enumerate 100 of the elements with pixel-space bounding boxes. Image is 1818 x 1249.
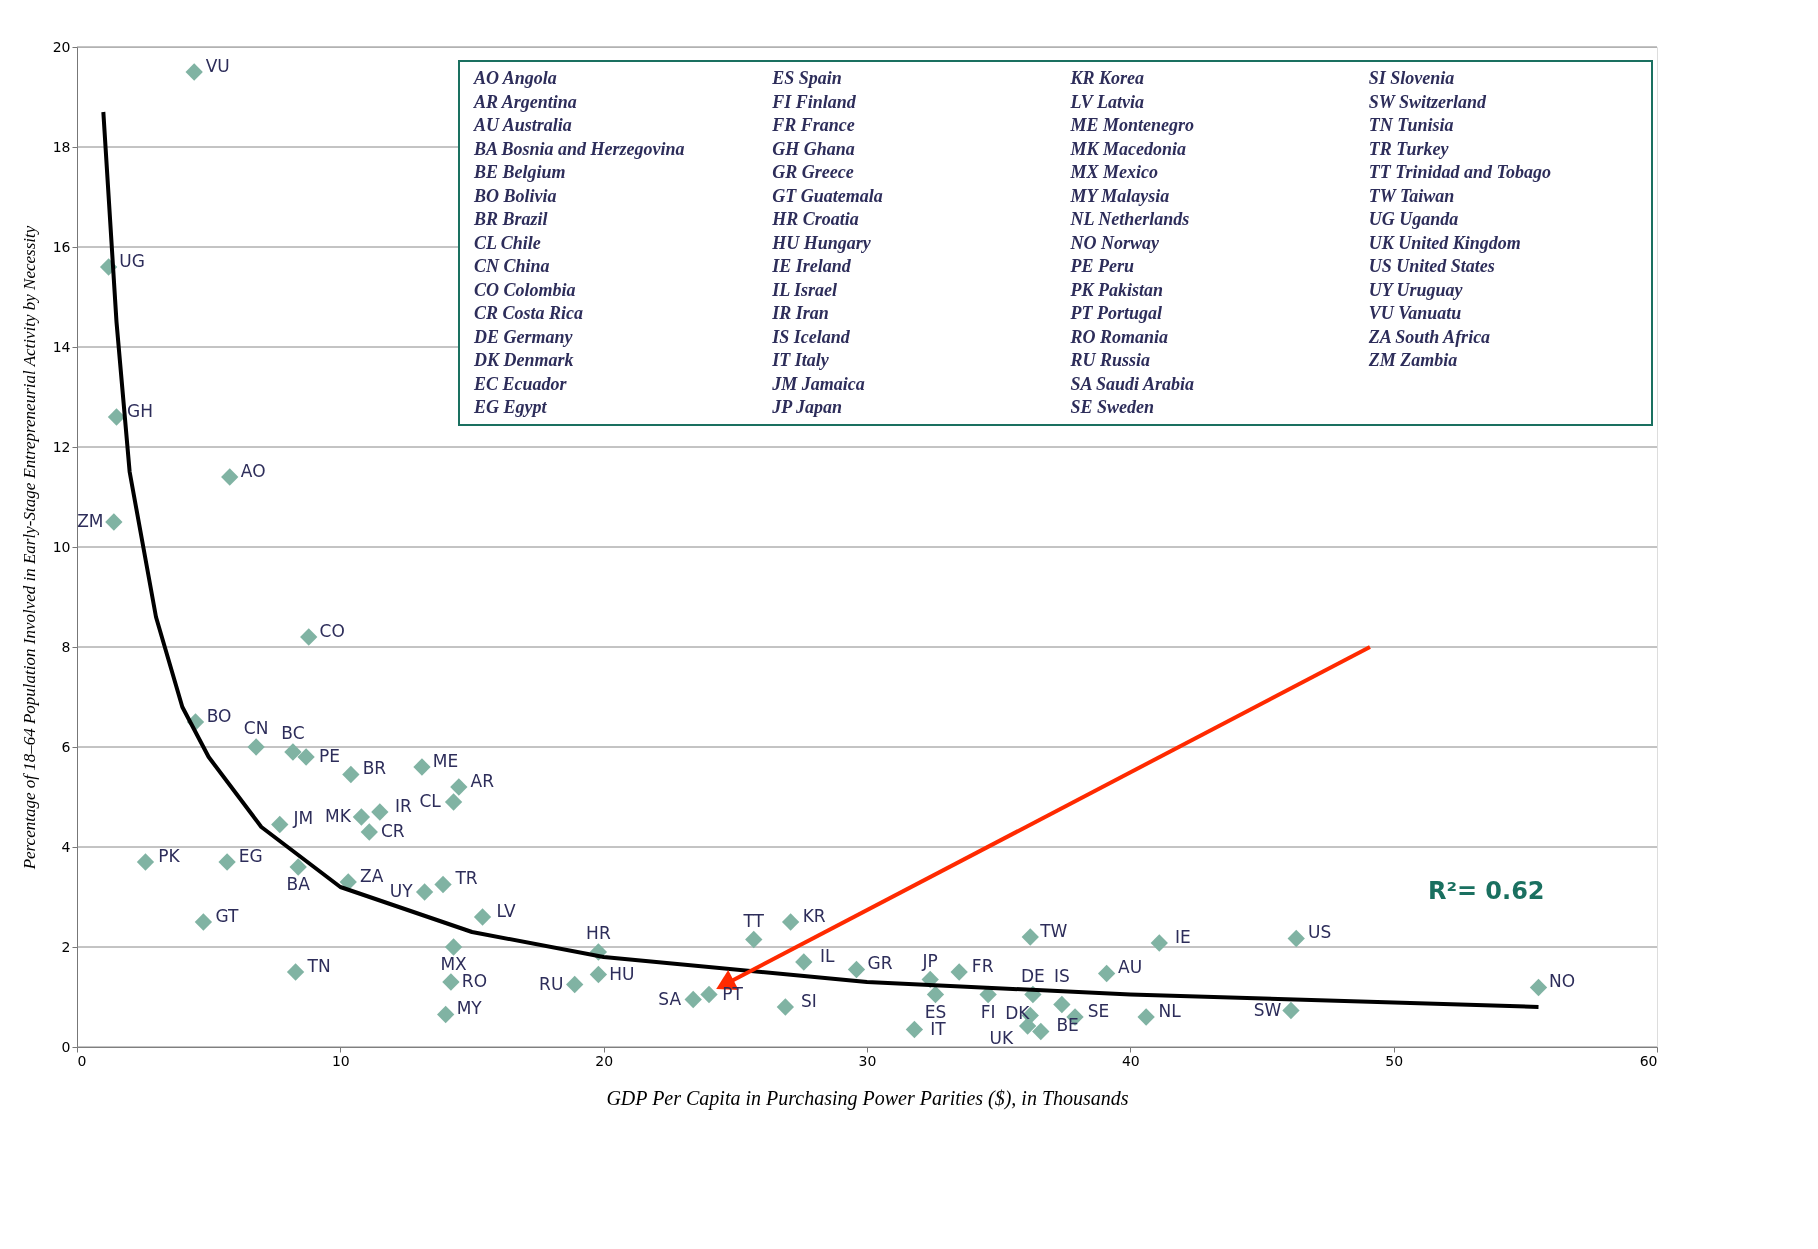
- data-label: TW: [1039, 920, 1068, 941]
- x-tick-label: 60: [1639, 1052, 1658, 1069]
- y-tick-label: 10: [52, 538, 71, 555]
- data-label: RO: [461, 971, 488, 991]
- data-label: DE: [1020, 965, 1045, 986]
- y-tick-label: 8: [61, 638, 71, 655]
- data-label: IS: [1053, 965, 1070, 986]
- data-label: GT: [215, 905, 239, 926]
- point: [218, 853, 236, 871]
- x-tick-label: 50: [1385, 1052, 1404, 1069]
- annotation: R²= 0.62: [1427, 877, 1545, 905]
- text: AO Angola AR Argentina AU Australia BA Bosnia and Herzegovina BE Belgium BO Bolivia BR Brazil CL Chile CN China CO Colombia CR Costa Rica DE Germany DK Denmark EC Ecuador EG Egypt: [474, 68, 685, 417]
- data-label: ME: [432, 750, 459, 771]
- data-label: SA: [658, 988, 682, 1009]
- data-label: HU: [609, 963, 635, 984]
- data-label: JM: [292, 808, 314, 829]
- point: [473, 908, 492, 926]
- point: [905, 1020, 924, 1039]
- point: [342, 765, 360, 784]
- point: [1021, 928, 1039, 946]
- data-label: MK: [324, 806, 352, 826]
- point: [847, 960, 866, 979]
- point: [194, 913, 213, 931]
- y-axis-title: Percentage of 18–64 Population Involved in Early-Stage Entrepreneurial Activity by Necessity: [19, 225, 39, 871]
- data-label: LV: [496, 900, 517, 921]
- y-tick-label: 4: [61, 838, 71, 855]
- data-label: TT: [742, 910, 765, 931]
- point: [289, 858, 307, 876]
- point: [415, 883, 434, 901]
- y-tick-label: 16: [52, 238, 71, 255]
- data-label: BE: [1056, 1015, 1079, 1035]
- point: [352, 808, 371, 826]
- data-label: EG: [238, 845, 263, 866]
- data-label: US: [1308, 922, 1332, 943]
- y-tick-label: 18: [52, 138, 71, 155]
- text: ES Spain FI Finland FR France GH Ghana GR Greece GT Guatemala HR Croatia HU Hungary IE Ireland IL Israel IR Iran IS Iceland IT Italy JM Jamaica JP Japan: [772, 68, 883, 417]
- point: [1529, 978, 1548, 997]
- point: [434, 875, 452, 894]
- data-label: AO: [240, 460, 266, 481]
- point: [442, 973, 460, 991]
- data-label: IR: [394, 795, 412, 816]
- data-label: RU: [539, 973, 564, 994]
- data-label: UG: [119, 250, 145, 271]
- x-tick-label: 20: [595, 1052, 614, 1069]
- data-label: CN: [243, 718, 269, 738]
- x-tick-label: 40: [1121, 1052, 1140, 1069]
- y-tick-label: 12: [52, 438, 71, 455]
- point: [776, 998, 795, 1016]
- data-label: IE: [1174, 926, 1191, 947]
- x-tick-label: 0: [77, 1052, 87, 1069]
- point: [684, 990, 702, 1009]
- data-label: BA: [286, 874, 311, 894]
- point: [926, 985, 945, 1004]
- data-label: TR: [454, 868, 478, 889]
- data-label: PT: [722, 983, 744, 1004]
- point: [1053, 995, 1071, 1014]
- x-tick-label: 10: [331, 1052, 350, 1069]
- point: [1150, 934, 1168, 952]
- data-label: NO: [1548, 971, 1576, 992]
- data-label: MX: [440, 954, 468, 974]
- point: [1097, 964, 1116, 983]
- point: [185, 63, 203, 81]
- data-label: JP: [921, 950, 938, 971]
- data-label: AU: [1118, 957, 1143, 978]
- point: [450, 778, 468, 796]
- point: [360, 823, 378, 841]
- data-label: NL: [1158, 1000, 1182, 1021]
- point: [589, 965, 608, 984]
- point: [795, 953, 813, 971]
- data-label: FI: [980, 1001, 996, 1022]
- data-label: GH: [127, 400, 153, 421]
- text: SI Slovenia SW Switzerland TN Tunisia TR Turkey TT Trinidad and Tobago TW Taiwan UG Uganda UK United Kingdom US United States UY Uruguay VU Vanuatu ZA South Africa ZM Zambia: [1368, 68, 1551, 370]
- point: [566, 975, 584, 994]
- point: [300, 628, 318, 646]
- data-label: SE: [1087, 1000, 1110, 1021]
- y-tick-label: 6: [61, 738, 71, 755]
- data-label: FR: [971, 955, 994, 976]
- data-label: ZA: [360, 865, 384, 886]
- point: [371, 803, 389, 821]
- y-tick-label: 0: [61, 1038, 71, 1055]
- point: [297, 748, 315, 766]
- data-label: CL: [419, 791, 442, 811]
- data-label: BO: [206, 705, 232, 726]
- point: [1287, 929, 1305, 948]
- data-label: BC: [281, 723, 305, 743]
- data-label: ZM: [77, 511, 104, 531]
- point: [1137, 1008, 1155, 1026]
- data-label: HR: [586, 923, 611, 943]
- point: [136, 853, 155, 871]
- data-label: PE: [319, 746, 341, 766]
- point: [271, 815, 289, 834]
- point: [950, 963, 968, 981]
- point: [444, 793, 463, 811]
- point: [221, 468, 239, 486]
- point: [247, 738, 265, 756]
- point: [1282, 1001, 1300, 1020]
- y-tick-label: 20: [52, 38, 71, 55]
- data-label: UY: [389, 881, 414, 901]
- point: [437, 1005, 455, 1024]
- data-label: IL: [820, 945, 836, 966]
